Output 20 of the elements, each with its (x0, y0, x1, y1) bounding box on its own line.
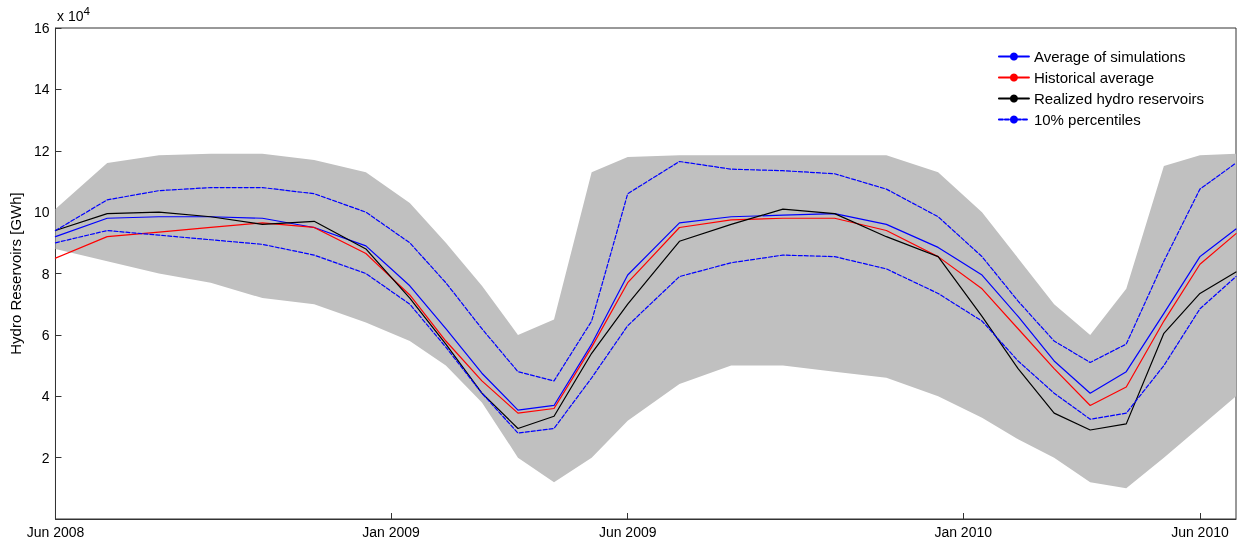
y-tick-label: 2 (41, 449, 50, 466)
line-series (54, 160, 1237, 382)
text: x 10$^{4}$ (57, 4, 90, 24)
y-tick-label: 6 (41, 326, 50, 343)
legend-label: Average of simulations (1033, 48, 1186, 65)
y-axis-title: Hydro Reservoirs [GWh] (7, 192, 24, 355)
y-tick-label: 4 (41, 388, 50, 405)
x-tick-label: Jun 2008 (26, 524, 85, 540)
x-tick-label: Jun 2010 (1171, 524, 1229, 540)
x-tick-label: Jan 2009 (362, 524, 420, 540)
y-tick-label: 16 (33, 20, 50, 36)
y-tick-label: 10 (33, 204, 50, 221)
y-tick-label: 14 (33, 81, 50, 98)
legend-label: Realized hydro reservoirs (1033, 90, 1205, 107)
x-tick-label: Jun 2009 (598, 524, 657, 540)
legend-label: 10% percentiles (1033, 111, 1141, 128)
legend-label: Historical average (1033, 69, 1154, 86)
y-tick-label: 12 (33, 142, 50, 159)
x-tick-label: Jan 2010 (934, 524, 993, 540)
y-tick-label: 8 (41, 265, 50, 282)
